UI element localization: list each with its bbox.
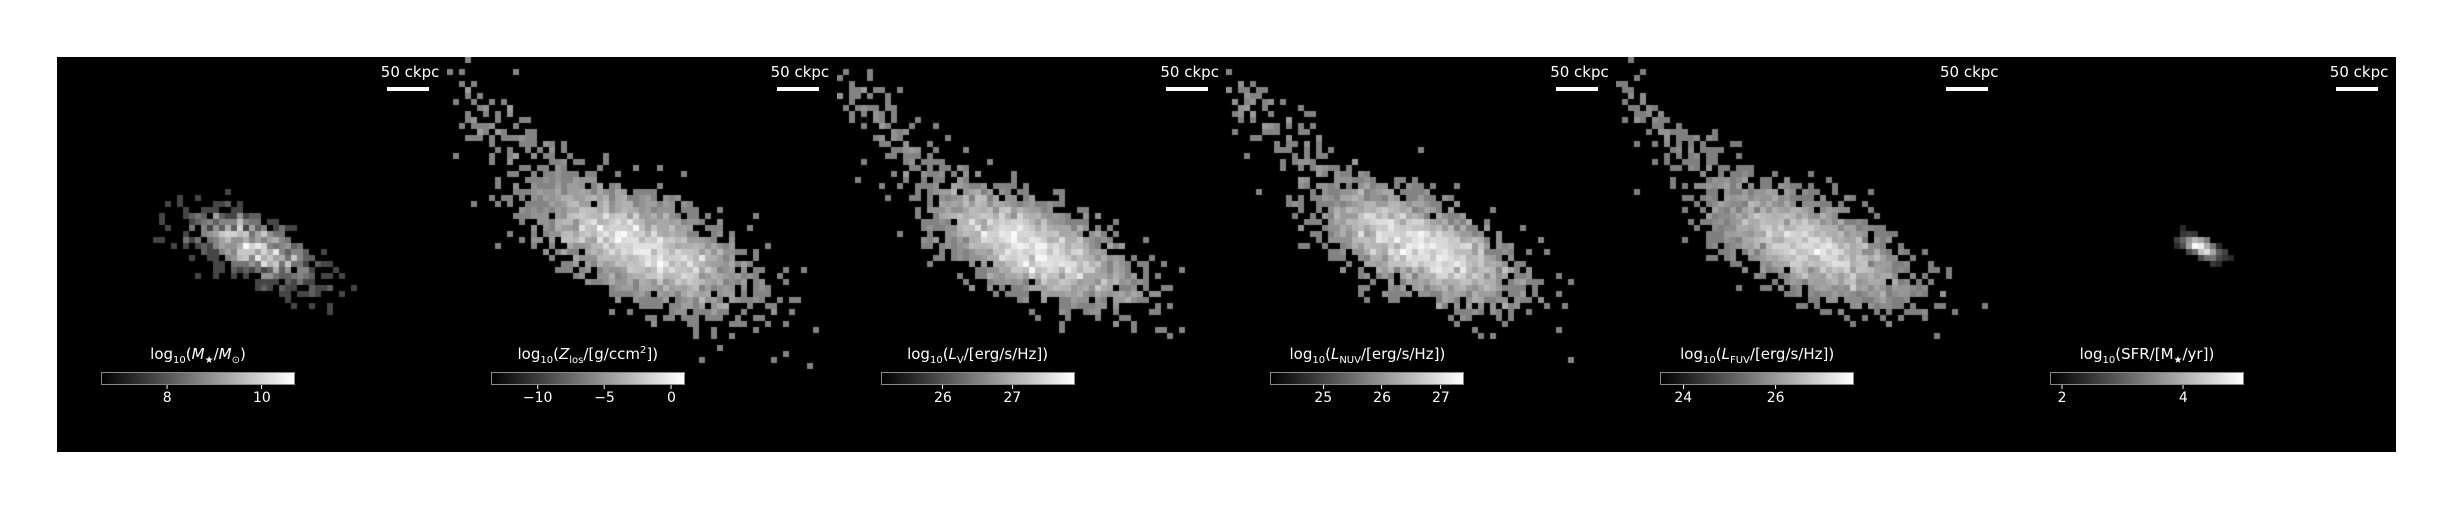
colorbar-tick: 8 <box>163 385 172 406</box>
map-panel: 50 ckpc log10(SFR/[M★/yr]) 2 4 <box>2005 57 2396 452</box>
map-panel: 50 ckpc log10(LV/[erg/s/Hz]) 26 27 <box>836 57 1227 452</box>
colorbar-label: log10(Zlos/[g/ccm2]) <box>517 345 659 366</box>
scale-bar: 50 ckpc <box>1550 63 1609 91</box>
galaxy-pixel-map <box>1616 57 2006 452</box>
colorbar-tick: −5 <box>594 385 615 406</box>
scale-bar-line <box>1556 87 1599 91</box>
colorbar-tick: 2 <box>2058 385 2067 406</box>
colorbar: log10(Zlos/[g/ccm2]) −10 −5 0 <box>490 345 685 407</box>
colorbar: log10(SFR/[M★/yr]) 2 4 <box>2049 345 2244 407</box>
colorbar-tick-label: 27 <box>1431 390 1450 406</box>
colorbar-tick: −10 <box>522 385 553 406</box>
colorbar: log10(M★/M⊙) 8 10 <box>101 345 295 407</box>
colorbar-label: log10(M★/M⊙) <box>150 345 246 366</box>
galaxy-pixel-map <box>836 57 1227 452</box>
colorbar-tick-label: 10 <box>252 390 271 406</box>
colorbar-tick-label: 26 <box>1766 390 1785 406</box>
colorbar-tick-label: 27 <box>1003 390 1022 406</box>
colorbar-tick-label: 2 <box>2057 390 2067 406</box>
colorbar: log10(LNUV/[erg/s/Hz]) 25 26 27 <box>1270 345 1465 407</box>
colorbar-tick-label: 24 <box>1674 390 1693 406</box>
colorbar-tick: 25 <box>1314 385 1332 406</box>
galaxy-pixel-map <box>2005 57 2396 452</box>
colorbar-tick: 4 <box>2179 385 2188 406</box>
colorbar-gradient <box>1660 372 1855 385</box>
colorbar-tick: 24 <box>1674 385 1692 406</box>
galaxy-pixel-map <box>446 57 837 452</box>
map-panel: 50 ckpc log10(LFUV/[erg/s/Hz]) 24 26 <box>1616 57 2006 452</box>
scale-bar-line <box>386 87 429 91</box>
colorbar-tick-label: 0 <box>666 390 676 406</box>
colorbar-label: log10(LV/[erg/s/Hz]) <box>907 345 1049 366</box>
galaxy-pixel-map <box>1226 57 1617 452</box>
colorbar-tick-label: 25 <box>1314 390 1333 406</box>
scale-bar-label: 50 ckpc <box>1550 63 1609 81</box>
scale-bar-line <box>1166 87 1209 91</box>
colorbar-tick-label: −5 <box>594 390 615 406</box>
colorbar-label: log10(SFR/[M★/yr]) <box>2079 345 2215 366</box>
scale-bar-label: 50 ckpc <box>1939 63 1999 81</box>
map-panel: 50 ckpc log10(M★/M⊙) 8 10 <box>57 57 447 452</box>
colorbar-tick: 0 <box>667 385 676 406</box>
scale-bar-line <box>776 87 819 91</box>
scale-bar-label: 50 ckpc <box>770 63 830 81</box>
colorbar-label: log10(LNUV/[erg/s/Hz]) <box>1289 345 1446 366</box>
colorbar: log10(LV/[erg/s/Hz]) 26 27 <box>880 345 1075 407</box>
scale-bar-line <box>1945 87 1988 91</box>
colorbar-label: log10(LFUV/[erg/s/Hz]) <box>1680 345 1835 366</box>
map-panel: 50 ckpc log10(LNUV/[erg/s/Hz]) 25 26 27 <box>1226 57 1617 452</box>
scale-bar: 50 ckpc <box>1160 63 1219 91</box>
scale-bar-label: 50 ckpc <box>380 63 440 81</box>
colorbar-tick-label: 8 <box>162 390 172 406</box>
scale-bar: 50 ckpc <box>380 63 440 91</box>
colorbar-tick-label: 26 <box>1373 390 1391 406</box>
colorbar-gradient <box>490 372 685 385</box>
map-panel: 50 ckpc log10(Zlos/[g/ccm2]) −10 −5 0 <box>446 57 837 452</box>
galaxy-map-strip: 50 ckpc log10(M★/M⊙) 8 10 50 ckpc log10(Zlos/… <box>57 57 2396 452</box>
colorbar: log10(LFUV/[erg/s/Hz]) 24 26 <box>1660 345 1855 407</box>
scale-bar-label: 50 ckpc <box>2329 63 2389 81</box>
colorbar-tick: 26 <box>1373 385 1391 406</box>
scale-bar: 50 ckpc <box>770 63 830 91</box>
colorbar-tick: 27 <box>1432 385 1450 406</box>
scale-bar: 50 ckpc <box>2329 63 2389 91</box>
colorbar-tick: 26 <box>1767 385 1785 406</box>
scale-bar-line <box>2335 87 2378 91</box>
scale-bar: 50 ckpc <box>1939 63 1999 91</box>
colorbar-tick-label: 4 <box>2178 390 2188 406</box>
colorbar-tick-label: 26 <box>934 390 952 406</box>
colorbar-tick: 27 <box>1003 385 1021 406</box>
colorbar-tick: 10 <box>253 385 271 406</box>
galaxy-pixel-map <box>57 57 447 452</box>
colorbar-gradient <box>1270 372 1465 385</box>
colorbar-gradient <box>101 372 295 385</box>
colorbar-tick: 26 <box>934 385 952 406</box>
colorbar-tick-label: −10 <box>522 390 553 406</box>
colorbar-gradient <box>880 372 1075 385</box>
colorbar-gradient <box>2049 372 2244 385</box>
scale-bar-label: 50 ckpc <box>1160 63 1219 81</box>
